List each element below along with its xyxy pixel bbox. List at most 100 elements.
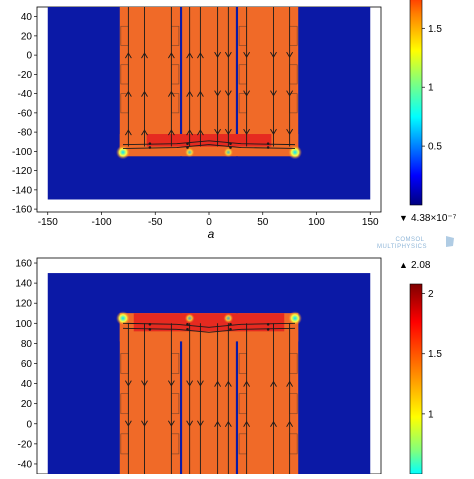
y-tick-label: -120 — [12, 166, 32, 177]
yoke-streamline — [122, 327, 296, 333]
arrow-icon — [243, 128, 251, 135]
arrow-icon — [141, 129, 148, 136]
arrow-icon — [286, 51, 294, 58]
arrow-icon — [286, 128, 294, 135]
colorbar-gradient — [409, 283, 423, 475]
inner-hotspot — [184, 313, 195, 324]
yoke-streamline — [122, 140, 296, 146]
field-map — [47, 273, 371, 474]
arrow-icon — [186, 146, 189, 149]
arrow-icon — [266, 142, 270, 145]
colorbar-gradient — [409, 0, 423, 206]
arrow-icon — [186, 420, 194, 427]
yoke-streamline — [122, 144, 296, 149]
x-tick-label: 150 — [362, 217, 379, 228]
y-tick-label: -40 — [18, 89, 33, 100]
arrow-icon — [186, 142, 189, 145]
arrow-icon — [224, 90, 232, 97]
arrow-icon — [167, 380, 175, 387]
y-tick-label: -160 — [12, 205, 32, 216]
arrow-icon — [270, 51, 277, 58]
y-tick-label: -60 — [18, 108, 33, 119]
arrow-icon — [214, 51, 221, 58]
core-left-leg — [119, 7, 180, 157]
y-tick-label: 60 — [21, 359, 33, 370]
y-tick-label: -100 — [12, 147, 32, 158]
arrow-icon — [214, 420, 221, 427]
arrow-icon — [229, 142, 232, 145]
y-tick-label: 40 — [21, 379, 33, 390]
arrow-icon — [197, 129, 204, 136]
arrow-icon — [148, 146, 152, 149]
arrow-icon — [224, 51, 232, 58]
y-tick-label: 20 — [21, 31, 33, 42]
arrow-icon — [229, 146, 232, 149]
arrow-icon — [214, 90, 221, 97]
arrow-icon — [286, 420, 294, 427]
bottom-colorbar: 11.52 ▲ 2.08 — [399, 260, 442, 475]
arrow-icon — [286, 90, 294, 97]
colorbar-tick-label: 1.5 — [428, 24, 442, 35]
x-tick-label: 50 — [257, 217, 269, 228]
y-tick-labels: -40 -20 0 20 40 60 80 100 120 140 160 — [15, 259, 37, 470]
arrow-icon — [197, 420, 204, 427]
arrow-icon — [124, 129, 132, 136]
x-tick-label: -150 — [38, 217, 58, 228]
arrow-icon — [266, 146, 270, 149]
x-tick-label: -50 — [148, 217, 163, 228]
arrow-icon — [186, 129, 194, 136]
corner-hotspot-left — [116, 311, 130, 326]
y-tick-label: 120 — [15, 299, 32, 310]
arrow-icon — [124, 52, 132, 59]
arrow-icon — [186, 90, 194, 97]
colorbar-tick-label: 1.5 — [428, 349, 442, 360]
bottom-chart-panel: -40 -20 0 20 40 60 80 100 120 140 160 — [15, 257, 382, 475]
y-tick-label: 20 — [21, 399, 33, 410]
yoke-streamline — [122, 322, 296, 328]
arrow-icon — [167, 90, 175, 97]
colorbar-tick-labels: 11.52 — [422, 289, 442, 420]
colorbar-tick-label: 2 — [428, 289, 434, 300]
arrow-icon — [148, 323, 152, 326]
y-tick-label: -140 — [12, 185, 32, 196]
arrow-icon — [186, 52, 194, 59]
arrow-icon — [266, 323, 270, 326]
arrow-icon — [214, 380, 221, 387]
arrow-icon — [186, 323, 189, 326]
x-tick-labels: -150 -100 -50 0 50 100 150 — [38, 212, 379, 228]
arrow-icon — [141, 420, 148, 427]
streamlines — [122, 7, 296, 149]
colorbar-tick-label: 1 — [428, 83, 434, 94]
arrow-icon — [124, 90, 132, 97]
top-colorbar: 0.5 1 1.5 ▼ 4.38×10⁻⁷ — [399, 0, 457, 224]
arrow-icon — [124, 380, 132, 387]
y-tick-label: 140 — [15, 279, 32, 290]
corner-hotspot-right — [288, 145, 302, 160]
arrow-icon — [186, 328, 189, 331]
y-tick-label: -40 — [18, 459, 33, 470]
y-tick-label: 0 — [26, 51, 32, 62]
arrow-icon — [229, 328, 232, 331]
arrow-icon — [224, 128, 232, 135]
streamlines — [122, 322, 296, 474]
corner-hotspot-left — [116, 145, 130, 160]
arrow-icon — [243, 380, 251, 387]
arrow-icon — [243, 51, 251, 58]
top-chart-panel: -150 -100 -50 0 50 100 150 -160 -140 -120 -100 -80… — [12, 6, 382, 241]
inner-hotspot — [223, 313, 234, 324]
arrow-icon — [141, 52, 148, 59]
arrow-icon — [224, 380, 232, 387]
x-tick-label: 0 — [206, 217, 212, 228]
min-marker-icon: ▼ — [399, 213, 408, 223]
arrow-icon — [141, 90, 148, 97]
arrow-icon — [270, 128, 277, 135]
arrow-icon — [270, 90, 277, 97]
arrow-icon — [224, 420, 232, 427]
arrow-icon — [186, 380, 194, 387]
colorbar-max-label: 2.08 — [411, 260, 431, 271]
arrow-icon — [167, 420, 175, 427]
y-tick-label: 80 — [21, 339, 33, 350]
max-marker-icon: ▲ — [399, 260, 408, 270]
arrow-icon — [229, 323, 232, 326]
